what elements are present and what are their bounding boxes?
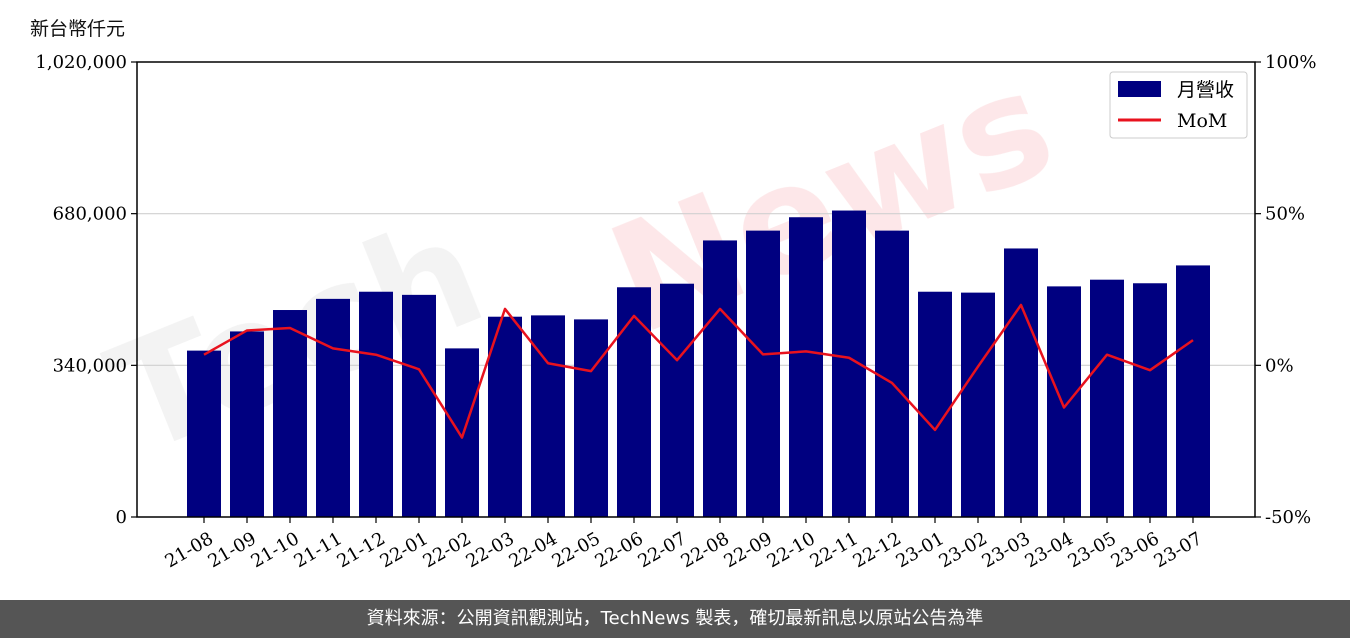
- mom-line: [203, 303, 1194, 439]
- bar: [488, 316, 522, 517]
- x-tick-label: 22-05: [548, 528, 603, 572]
- bar: [789, 217, 823, 517]
- x-tick-label: 21-10: [247, 528, 302, 572]
- x-tick-label: 23-03: [978, 528, 1033, 572]
- y-left-tick-label: 680,000: [53, 204, 127, 225]
- x-tick-label: 22-11: [806, 528, 861, 572]
- y-right-tick-label: -50%: [1265, 507, 1311, 528]
- bar: [1176, 265, 1210, 517]
- bar: [746, 230, 780, 517]
- x-tick-label: 22-03: [462, 528, 517, 572]
- bar: [316, 298, 350, 517]
- y-left-tick-label: 0: [116, 507, 127, 528]
- x-tick-label: 22-12: [849, 528, 904, 572]
- bar: [531, 315, 565, 517]
- y-left-tick-label: 1,020,000: [35, 52, 127, 73]
- legend-bar-swatch: [1118, 81, 1161, 97]
- x-tick-label: 23-07: [1150, 528, 1205, 572]
- bar: [1004, 248, 1038, 517]
- x-tick-label: 22-02: [419, 528, 474, 572]
- x-tick-label: 23-04: [1021, 528, 1076, 572]
- bar: [273, 310, 307, 517]
- legend-label-mom: MoM: [1177, 110, 1227, 132]
- bar: [402, 294, 436, 517]
- bar: [660, 283, 694, 517]
- source-footer: 資料來源：公開資訊觀測站，TechNews 製表，確切最新訊息以原站公告為準: [0, 600, 1350, 638]
- bar: [875, 230, 909, 517]
- x-tick-label: 23-02: [935, 528, 990, 572]
- bar-series: [187, 210, 1210, 517]
- bar: [617, 287, 651, 517]
- bar: [918, 291, 952, 517]
- bar: [574, 319, 608, 517]
- x-tick-label: 22-07: [634, 528, 689, 572]
- y-axis-left: 0 340,000 680,000 1,020,000: [35, 52, 137, 528]
- x-tick-label: 23-05: [1064, 528, 1119, 572]
- y-right-tick-label: 0%: [1265, 355, 1294, 376]
- x-tick-label: 22-08: [677, 528, 732, 572]
- x-tick-label: 21-12: [333, 528, 388, 572]
- x-tick-label: 21-09: [204, 528, 259, 572]
- y-right-tick-label: 100%: [1265, 52, 1316, 73]
- x-tick-label: 22-01: [376, 528, 431, 572]
- x-tick-label: 22-04: [505, 528, 560, 572]
- x-tick-label: 21-11: [290, 528, 345, 572]
- y-axis-right: -50% 0% 50% 100%: [1255, 52, 1316, 528]
- y-axis-unit-label: 新台幣仟元: [30, 18, 126, 40]
- bar: [445, 348, 479, 517]
- x-tick-label: 22-06: [591, 528, 646, 572]
- x-axis: 21-0821-0921-1021-1121-1222-0122-0222-03…: [161, 517, 1206, 572]
- x-tick-label: 23-06: [1107, 528, 1162, 572]
- x-tick-label: 22-09: [720, 528, 775, 572]
- plot-frame: [136, 61, 1256, 518]
- y-left-tick-label: 340,000: [53, 355, 127, 376]
- bar: [230, 331, 264, 517]
- legend: 月營收 MoM: [1109, 71, 1248, 139]
- bar: [359, 291, 393, 517]
- bar: [1133, 283, 1167, 517]
- mom-line-series: [203, 303, 1194, 439]
- y-right-tick-label: 50%: [1265, 204, 1305, 225]
- bar: [1047, 286, 1081, 517]
- bar: [1090, 279, 1124, 517]
- bar: [187, 350, 221, 517]
- x-tick-label: 21-08: [161, 528, 216, 572]
- bar: [961, 292, 995, 517]
- x-tick-label: 22-10: [763, 528, 818, 572]
- legend-label-revenue: 月營收: [1177, 79, 1234, 101]
- bar: [703, 240, 737, 517]
- x-tick-label: 23-01: [892, 528, 947, 572]
